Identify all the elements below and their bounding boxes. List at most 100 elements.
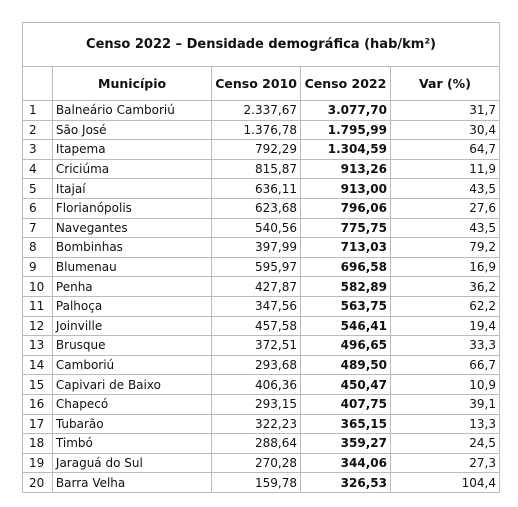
column-header: Censo 2010 (211, 66, 301, 101)
table-cell: 43,5 (389, 178, 501, 199)
table-cell: 64,7 (389, 139, 501, 160)
column-header: Município (51, 66, 213, 101)
table-cell: 636,11 (211, 178, 301, 199)
table-cell: 13 (22, 335, 53, 356)
table-cell: 16 (22, 393, 53, 415)
header-row: Município Censo 2010 Censo 2022 Var (%) (22, 66, 501, 101)
table-cell: Itajaí (51, 178, 213, 199)
table-cell: 406,36 (211, 374, 301, 395)
table-cell: Navegantes (51, 217, 213, 239)
table-cell: 713,03 (299, 237, 391, 258)
table-row: 10 Penha 427,87 582,89 36,2 (22, 276, 501, 297)
table-cell: 66,7 (389, 354, 501, 376)
table-cell: 39,1 (389, 393, 501, 415)
table-cell: Criciúma (51, 158, 213, 180)
table-cell: 293,15 (211, 393, 301, 415)
table-cell: 623,68 (211, 197, 301, 219)
table-cell: 19 (22, 452, 53, 474)
table-cell: 13,3 (389, 413, 501, 435)
table-cell: 16,9 (389, 256, 501, 278)
table-row: 11 Palhoça 347,56 563,75 62,2 (22, 295, 501, 317)
table-row: 16 Chapecó 293,15 407,75 39,1 (22, 393, 501, 415)
table-row: 4 Criciúma 815,87 913,26 11,9 (22, 158, 501, 180)
table-cell: 104,4 (389, 472, 501, 493)
column-header: Var (%) (389, 66, 501, 101)
table-cell: 344,06 (299, 452, 391, 474)
table-row: 5 Itajaí 636,11 913,00 43,5 (22, 178, 501, 199)
table-cell: Itapema (51, 139, 213, 160)
table-cell: 1.795,99 (299, 119, 391, 141)
table-cell: 19,4 (389, 315, 501, 337)
table-cell: 546,41 (299, 315, 391, 337)
table-cell: 347,56 (211, 295, 301, 317)
table-cell: 696,58 (299, 256, 391, 278)
table-row: 13 Brusque 372,51 496,65 33,3 (22, 335, 501, 356)
table-cell: 322,23 (211, 413, 301, 435)
table-cell: 359,27 (299, 433, 391, 454)
table-cell: 1.376,78 (211, 119, 301, 141)
table-cell: Camboriú (51, 354, 213, 376)
table-cell: 450,47 (299, 374, 391, 395)
table-cell: 12 (22, 315, 53, 337)
table-cell: Timbó (51, 433, 213, 454)
table-cell: 288,64 (211, 433, 301, 454)
table-cell: 372,51 (211, 335, 301, 356)
table-cell: 27,3 (389, 452, 501, 474)
table-container: Censo 2022 – Densidade demográfica (hab/… (22, 22, 501, 493)
table-title: Censo 2022 – Densidade demográfica (hab/… (22, 22, 500, 67)
table-row: 2 São José 1.376,78 1.795,99 30,4 (22, 119, 501, 141)
table-cell: 31,7 (389, 100, 501, 121)
table-cell: 913,26 (299, 158, 391, 180)
table-cell: 20 (22, 472, 53, 493)
table-cell: 5 (22, 178, 53, 199)
table-cell: 17 (22, 413, 53, 435)
table-cell: 36,2 (389, 276, 501, 297)
table-cell: 79,2 (389, 237, 501, 258)
table-cell: 1 (22, 100, 53, 121)
table-cell: 582,89 (299, 276, 391, 297)
table-cell: 11,9 (389, 158, 501, 180)
table-cell: Brusque (51, 335, 213, 356)
table-row: 14 Camboriú 293,68 489,50 66,7 (22, 354, 501, 376)
table-cell: 540,56 (211, 217, 301, 239)
table-cell: 913,00 (299, 178, 391, 199)
table-cell: 3 (22, 139, 53, 160)
table-cell: 496,65 (299, 335, 391, 356)
table-cell: Barra Velha (51, 472, 213, 493)
table-cell: Jaraguá do Sul (51, 452, 213, 474)
table-cell: São José (51, 119, 213, 141)
table-cell: 62,2 (389, 295, 501, 317)
table-cell: 427,87 (211, 276, 301, 297)
table-cell: 489,50 (299, 354, 391, 376)
table-cell: 7 (22, 217, 53, 239)
table-row: 3 Itapema 792,29 1.304,59 64,7 (22, 139, 501, 160)
table-cell: 397,99 (211, 237, 301, 258)
table-cell: 33,3 (389, 335, 501, 356)
table-cell: 159,78 (211, 472, 301, 493)
table-cell: 457,58 (211, 315, 301, 337)
table-row: 17 Tubarão 322,23 365,15 13,3 (22, 413, 501, 435)
table-cell: 3.077,70 (299, 100, 391, 121)
table-cell: 24,5 (389, 433, 501, 454)
density-table: Censo 2022 – Densidade demográfica (hab/… (22, 22, 501, 493)
table-cell: Balneário Camboriú (51, 100, 213, 121)
table-cell: 775,75 (299, 217, 391, 239)
table-cell: 815,87 (211, 158, 301, 180)
table-cell: 365,15 (299, 413, 391, 435)
table-cell: Penha (51, 276, 213, 297)
table-cell: 9 (22, 256, 53, 278)
table-cell: 796,06 (299, 197, 391, 219)
table-row: 9 Blumenau 595,97 696,58 16,9 (22, 256, 501, 278)
table-cell: Joinville (51, 315, 213, 337)
table-cell: Chapecó (51, 393, 213, 415)
table-row: 18 Timbó 288,64 359,27 24,5 (22, 433, 501, 454)
table-cell: 293,68 (211, 354, 301, 376)
table-row: 19 Jaraguá do Sul 270,28 344,06 27,3 (22, 452, 501, 474)
table-cell: 10,9 (389, 374, 501, 395)
table-cell: 43,5 (389, 217, 501, 239)
table-cell: 18 (22, 433, 53, 454)
table-cell: 4 (22, 158, 53, 180)
table-cell: 10 (22, 276, 53, 297)
table-cell: 27,6 (389, 197, 501, 219)
